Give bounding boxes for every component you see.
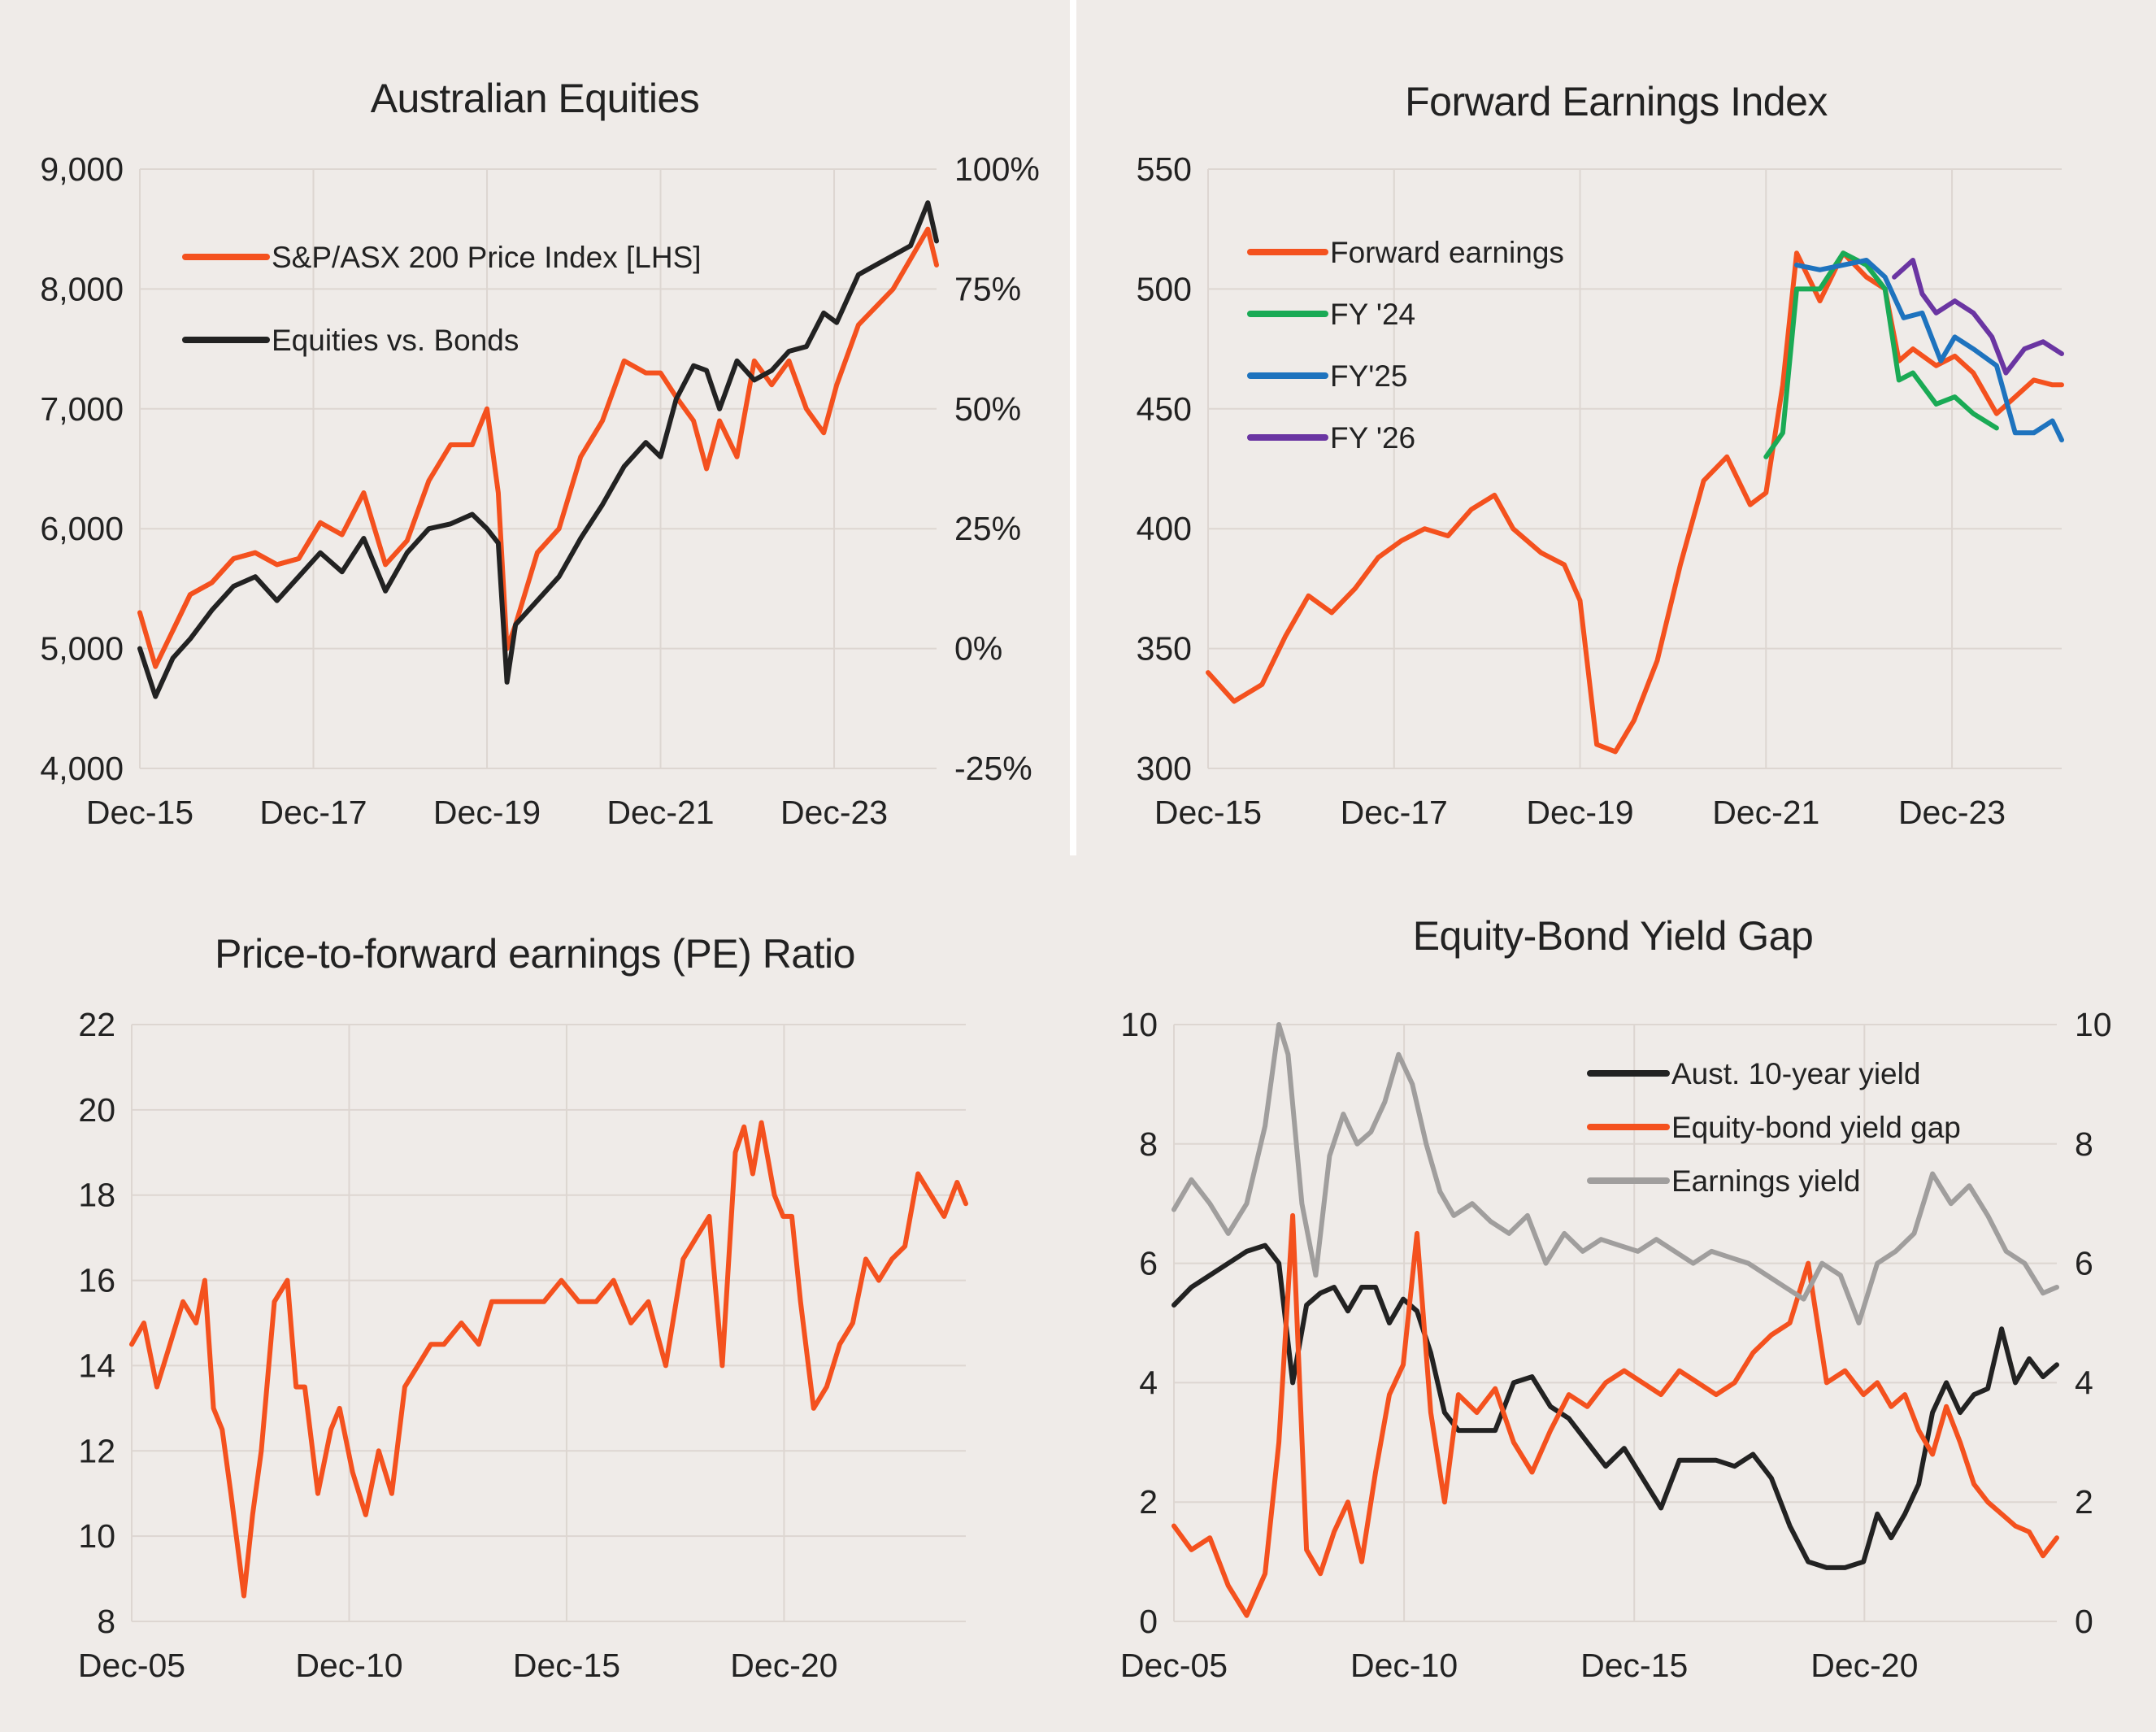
legend-label: Forward earnings — [1330, 236, 1564, 269]
series-line — [129, 1120, 968, 1599]
chart-panel-yield-gap: Equity-Bond Yield Gap 0 2 4 6 8 10 0 2 4 6 8 10 Dec-… — [1070, 855, 2156, 1732]
y2-tick-label: -25% — [954, 750, 1032, 787]
y2-tick-label: 50% — [954, 390, 1021, 428]
y-tick-label: 8 — [97, 1603, 115, 1640]
legend-label: Equities vs. Bonds — [272, 324, 519, 357]
y-tick-label: 5,000 — [40, 630, 124, 668]
legend-label: FY '24 — [1330, 298, 1415, 331]
series-line — [1171, 1212, 2059, 1618]
y2-tick-label: 10 — [2075, 1006, 2112, 1043]
chart-title: Australian Equities — [370, 76, 700, 121]
chart-svg: 300 350 400 450 500 550 Dec-15 Dec-17 Dec-19 Dec-… — [1137, 150, 2064, 831]
y-tick-label: 16 — [78, 1262, 115, 1299]
y-tick-label: 550 — [1137, 150, 1192, 188]
x-tick-label: Dec-19 — [1526, 794, 1633, 831]
y-tick-label: 300 — [1137, 750, 1192, 787]
series-line — [1171, 1242, 2059, 1570]
x-tick-label: Dec-05 — [78, 1647, 185, 1684]
y-tick-label: 400 — [1137, 510, 1192, 547]
legend-label: Equity-bond yield gap — [1671, 1111, 1961, 1144]
x-tick-label: Dec-20 — [1810, 1647, 1918, 1684]
series-line — [1794, 258, 2064, 443]
y2-tick-label: 6 — [2075, 1245, 2093, 1282]
x-tick-label: Dec-21 — [606, 794, 714, 831]
y-tick-label: 7,000 — [40, 390, 124, 428]
chart-svg: 8 10 12 14 16 18 20 22 Dec-05 Dec-10 Dec-15 Dec-20 — [78, 1006, 968, 1684]
legend-label: Earnings yield — [1671, 1164, 1860, 1198]
x-tick-label: Dec-20 — [730, 1647, 837, 1684]
series-line — [1171, 1022, 2059, 1325]
x-tick-label: Dec-15 — [1580, 1647, 1688, 1684]
x-tick-label: Dec-17 — [1341, 794, 1448, 831]
chart-title: Price-to-forward earnings (PE) Ratio — [215, 931, 855, 977]
x-tick-label: Dec-15 — [513, 1647, 620, 1684]
legend-label: S&P/ASX 200 Price Index [LHS] — [272, 241, 702, 274]
chart-svg: 4,000 5,000 6,000 7,000 8,000 9,000 -25% 0% 25% 5… — [40, 150, 1040, 831]
x-tick-label: Dec-15 — [86, 794, 193, 831]
chart-panel-forward-earnings: Forward Earnings Index 300 350 400 450 500 55… — [1076, 0, 2156, 855]
y-tick-label: 450 — [1137, 390, 1192, 428]
series-line — [1892, 258, 2064, 376]
y-tick-label: 8,000 — [40, 270, 124, 307]
y-tick-label: 2 — [1139, 1483, 1158, 1521]
y2-tick-label: 8 — [2075, 1125, 2093, 1163]
legend-label: Aust. 10-year yield — [1671, 1057, 1920, 1090]
y-tick-label: 14 — [78, 1347, 115, 1384]
y-tick-label: 6,000 — [40, 510, 124, 547]
series-line — [170, 520, 323, 633]
y2-tick-label: 100% — [954, 150, 1040, 188]
series-line — [1206, 250, 2064, 755]
chart-panel-australian-equities: Australian Equities 4,000 5,000 6,000 7,000… — [0, 0, 1070, 855]
y2-tick-label: 25% — [954, 510, 1021, 547]
x-tick-label: Dec-21 — [1712, 794, 1819, 831]
x-tick-label: Dec-17 — [259, 794, 367, 831]
y2-tick-label: 0 — [2075, 1603, 2093, 1640]
chart-title: Forward Earnings Index — [1405, 79, 1828, 124]
y-tick-label: 22 — [78, 1006, 115, 1043]
y-tick-label: 0 — [1139, 1603, 1158, 1640]
y-tick-label: 20 — [78, 1091, 115, 1129]
y-tick-label: 9,000 — [40, 150, 124, 188]
x-tick-label: Dec-19 — [433, 794, 541, 831]
x-tick-label: Dec-23 — [1898, 794, 2006, 831]
x-tick-label: Dec-23 — [780, 794, 888, 831]
y-tick-label: 18 — [78, 1177, 115, 1214]
y-tick-label: 10 — [1120, 1006, 1158, 1043]
y-tick-label: 6 — [1139, 1245, 1158, 1282]
chart-panel-pe-ratio: Price-to-forward earnings (PE) Ratio 8 10… — [0, 855, 1070, 1732]
y2-tick-label: 2 — [2075, 1483, 2093, 1521]
y-tick-label: 4,000 — [40, 750, 124, 787]
y2-tick-label: 0% — [954, 630, 1002, 668]
series-line — [1763, 250, 1999, 459]
x-tick-label: Dec-05 — [1120, 1647, 1228, 1684]
y-tick-label: 500 — [1137, 270, 1192, 307]
y2-tick-label: 75% — [954, 270, 1021, 307]
chart-title: Equity-Bond Yield Gap — [1412, 913, 1814, 959]
y-tick-label: 8 — [1139, 1125, 1158, 1163]
y-tick-label: 12 — [78, 1432, 115, 1469]
y-tick-label: 10 — [78, 1517, 115, 1555]
x-tick-label: Dec-15 — [1154, 794, 1262, 831]
legend-label: FY'25 — [1330, 359, 1408, 393]
series-line — [137, 200, 939, 699]
y2-tick-label: 4 — [2075, 1364, 2093, 1401]
x-tick-label: Dec-10 — [1350, 1647, 1458, 1684]
chart-svg: 0 2 4 6 8 10 0 2 4 6 8 10 Dec-05 Dec-10 Dec-15 Dec-20 Au… — [1120, 1006, 2112, 1684]
y-tick-label: 350 — [1137, 630, 1192, 668]
legend-label: FY '26 — [1330, 421, 1415, 455]
y-tick-label: 4 — [1139, 1364, 1158, 1401]
x-tick-label: Dec-10 — [295, 1647, 402, 1684]
